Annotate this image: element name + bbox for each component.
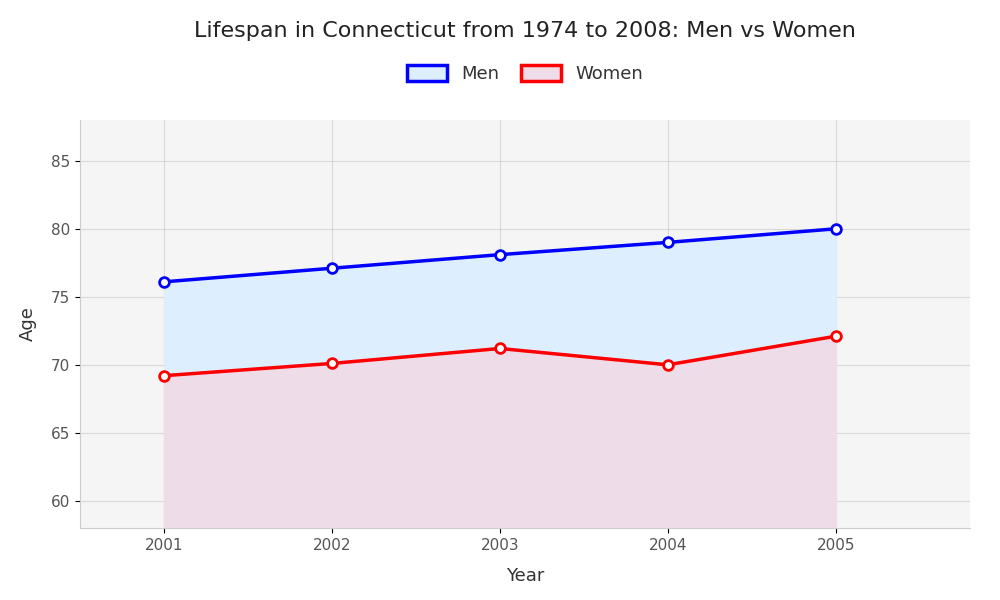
Legend: Men, Women: Men, Women bbox=[398, 56, 652, 92]
Y-axis label: Age: Age bbox=[19, 307, 37, 341]
X-axis label: Year: Year bbox=[506, 566, 544, 584]
Title: Lifespan in Connecticut from 1974 to 2008: Men vs Women: Lifespan in Connecticut from 1974 to 200… bbox=[194, 20, 856, 41]
